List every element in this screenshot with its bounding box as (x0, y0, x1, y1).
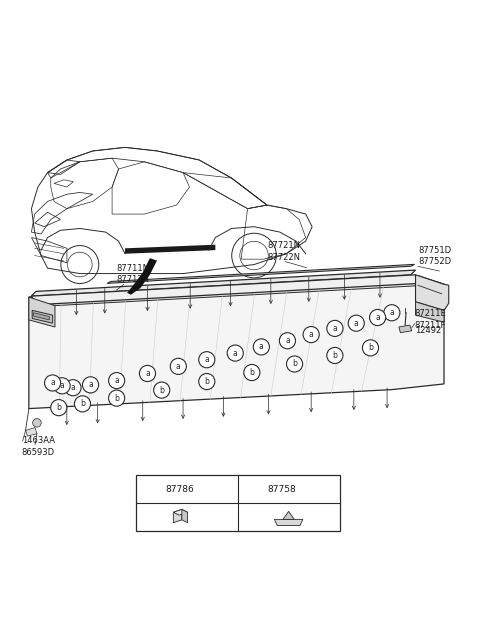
Text: a: a (333, 324, 337, 333)
Polygon shape (416, 275, 449, 311)
Text: 87786: 87786 (165, 485, 194, 493)
Circle shape (362, 340, 379, 356)
Text: a: a (259, 342, 264, 351)
Polygon shape (173, 509, 188, 515)
Text: a: a (389, 308, 394, 318)
Circle shape (154, 382, 170, 398)
Circle shape (244, 364, 260, 380)
Circle shape (144, 481, 160, 497)
Circle shape (170, 358, 186, 375)
Polygon shape (107, 264, 415, 283)
Text: a: a (114, 376, 119, 385)
Text: a: a (233, 349, 238, 358)
Text: b: b (159, 385, 164, 394)
Text: b: b (204, 377, 209, 386)
Circle shape (51, 399, 67, 416)
Text: 87211E
87211F: 87211E 87211F (415, 309, 446, 330)
Polygon shape (31, 275, 420, 305)
Circle shape (33, 418, 41, 427)
Text: b: b (80, 399, 85, 408)
Circle shape (327, 320, 343, 337)
Circle shape (108, 373, 125, 389)
Text: a: a (285, 337, 290, 345)
Text: a: a (354, 319, 359, 328)
Circle shape (303, 326, 319, 343)
Circle shape (65, 380, 81, 396)
Polygon shape (182, 509, 188, 523)
Polygon shape (29, 276, 444, 408)
Polygon shape (283, 511, 294, 519)
Circle shape (45, 375, 60, 391)
Polygon shape (127, 258, 157, 295)
Text: a: a (309, 330, 313, 339)
Circle shape (348, 315, 364, 331)
Polygon shape (25, 427, 37, 436)
Circle shape (83, 377, 98, 393)
Text: b: b (333, 351, 337, 360)
Text: a: a (71, 383, 75, 392)
Polygon shape (29, 276, 444, 305)
Text: a: a (204, 355, 209, 364)
FancyBboxPatch shape (136, 475, 340, 531)
Text: a: a (50, 378, 55, 387)
Text: b: b (292, 359, 297, 368)
Text: a: a (375, 313, 380, 322)
Circle shape (247, 481, 262, 497)
Text: b: b (252, 485, 257, 493)
Circle shape (370, 309, 385, 326)
Circle shape (253, 339, 269, 355)
Text: 87758: 87758 (267, 485, 296, 493)
Text: a: a (145, 369, 150, 378)
Circle shape (139, 365, 156, 382)
Text: 1463AA
86593D: 1463AA 86593D (22, 436, 55, 457)
Circle shape (327, 347, 343, 363)
Polygon shape (34, 313, 49, 320)
Polygon shape (32, 311, 53, 323)
Circle shape (199, 352, 215, 368)
Text: a: a (60, 382, 64, 391)
Circle shape (384, 305, 400, 321)
Polygon shape (173, 509, 182, 523)
Text: 12492: 12492 (415, 326, 441, 335)
Polygon shape (275, 519, 303, 526)
Polygon shape (416, 302, 444, 322)
Circle shape (74, 396, 91, 412)
Text: 87721N
87722N: 87721N 87722N (267, 241, 300, 262)
Text: b: b (250, 368, 254, 377)
Polygon shape (399, 325, 412, 333)
Circle shape (287, 356, 302, 372)
Text: a: a (176, 362, 180, 371)
Circle shape (227, 345, 243, 361)
Text: b: b (114, 394, 119, 403)
Polygon shape (31, 270, 416, 296)
Text: 87711N
87712N: 87711N 87712N (117, 264, 150, 284)
Circle shape (54, 378, 70, 394)
Text: a: a (150, 485, 155, 493)
Text: b: b (368, 344, 373, 352)
Polygon shape (125, 244, 216, 254)
Polygon shape (29, 297, 55, 327)
Text: 87751D
87752D: 87751D 87752D (418, 246, 451, 266)
Circle shape (279, 333, 296, 349)
Text: a: a (88, 380, 93, 389)
Circle shape (108, 390, 125, 406)
Text: b: b (56, 403, 61, 412)
Circle shape (199, 373, 215, 390)
